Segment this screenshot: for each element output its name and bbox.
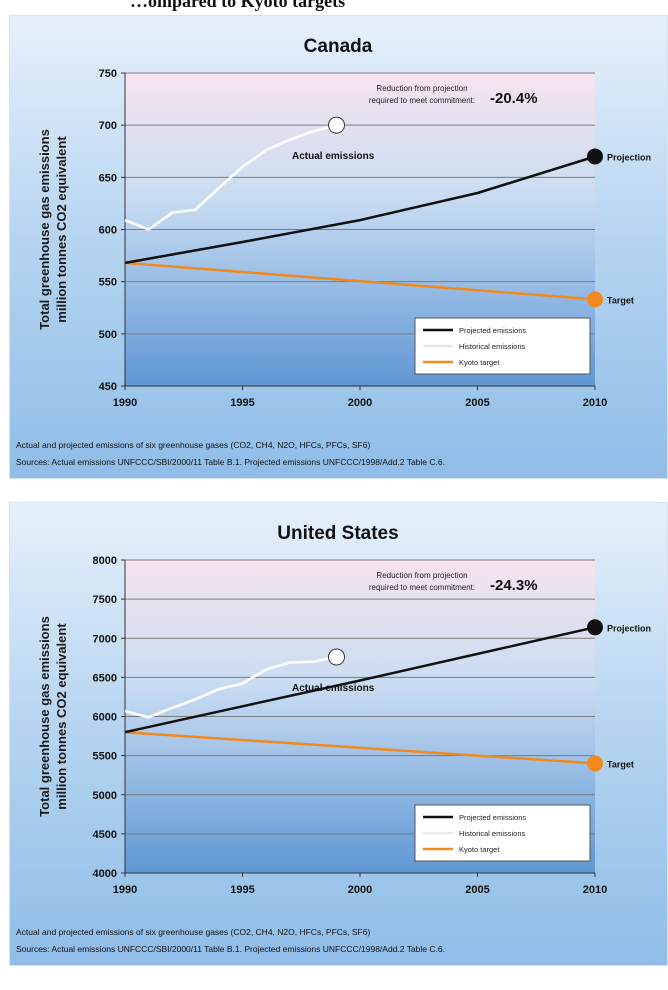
y-tick-label: 4000 — [93, 868, 117, 880]
kyoto-target-line — [124, 730, 596, 765]
y-tick-label: 7000 — [93, 633, 117, 645]
historical-end-marker — [328, 116, 345, 134]
legend-entry: Kyoto target — [459, 845, 500, 854]
y-tick-label: 6000 — [93, 712, 117, 724]
kyoto-target-line — [124, 261, 596, 301]
projected-emissions-line — [124, 155, 596, 265]
y-tick-label: 450 — [99, 381, 117, 393]
projected-emissions-line — [124, 626, 596, 734]
y-tick-label: 5000 — [93, 790, 117, 802]
target-end-marker — [587, 291, 603, 308]
y-tick-label: 4500 — [93, 829, 117, 841]
reduction-text: required to meet commitment: — [369, 583, 475, 592]
top-caption-text: …ompared to Kyoto targets — [130, 0, 346, 11]
reduction-value: -20.4% — [490, 90, 538, 107]
x-tick-label: 1995 — [230, 397, 254, 409]
historical-emissions-line — [124, 655, 337, 719]
legend-entry: Projected emissions — [459, 813, 526, 822]
x-tick-label: 2005 — [465, 397, 489, 409]
y-axis-label: Total greenhouse gas emissions — [37, 129, 52, 330]
y-tick-label: 7500 — [93, 594, 117, 606]
x-tick-label: 1995 — [230, 884, 254, 896]
legend-entry: Historical emissions — [459, 342, 526, 351]
x-tick-label: 2010 — [583, 397, 607, 409]
x-tick-label: 2000 — [348, 397, 372, 409]
actual-emissions-label: Actual emissions — [292, 683, 375, 694]
projection-end-marker — [587, 619, 603, 636]
y-tick-label: 650 — [99, 172, 117, 184]
x-tick-label: 1990 — [113, 397, 137, 409]
us-chart-svg: United States 4000 4500 5000 5500 6000 6500 700… — [16, 523, 651, 954]
canada-chart-svg: Canada 450 500 550 600 650 700 750 1990 1995 2000 2… — [16, 36, 651, 467]
reduction-text: Reduction from projection — [376, 571, 467, 580]
x-tick-label: 1990 — [113, 884, 137, 896]
y-tick-label: 8000 — [93, 555, 117, 567]
page-top-caption: …ompared to Kyoto targets — [0, 0, 668, 14]
legend-entry: Kyoto target — [459, 358, 500, 367]
y-axis-label: million tonnes CO2 equivalent — [54, 623, 69, 810]
footnote: Actual and projected emissions of six gr… — [16, 440, 370, 450]
y-tick-label: 750 — [99, 68, 117, 80]
y-axis-label: Total greenhouse gas emissions — [37, 616, 52, 817]
x-tick-label: 2010 — [583, 884, 607, 896]
y-tick-label: 700 — [99, 120, 117, 132]
us-chart-panel: United States 4000 4500 5000 5500 6000 6500 700… — [9, 502, 668, 966]
canada-chart-panel: Canada 450 500 550 600 650 700 750 1990 1995 2000 2… — [9, 15, 668, 479]
x-tick-label: 2000 — [348, 884, 372, 896]
y-tick-label: 500 — [99, 329, 117, 341]
legend-entry: Projected emissions — [459, 326, 526, 335]
y-tick-label: 600 — [99, 225, 117, 237]
target-label: Target — [607, 759, 634, 769]
historical-emissions-line — [124, 123, 337, 231]
chart-title: United States — [277, 523, 398, 544]
projection-label: Projection — [607, 623, 651, 633]
reduction-text: required to meet commitment: — [369, 96, 475, 105]
reduction-text: Reduction from projection — [376, 84, 467, 93]
footnote: Actual and projected emissions of six gr… — [16, 927, 370, 937]
target-label: Target — [607, 295, 634, 305]
chart-title: Canada — [304, 36, 373, 57]
legend-entry: Historical emissions — [459, 829, 526, 838]
y-tick-label: 550 — [99, 277, 117, 289]
historical-end-marker — [328, 648, 345, 666]
projection-end-marker — [587, 148, 603, 165]
y-tick-label: 5500 — [93, 751, 117, 763]
projection-label: Projection — [607, 152, 651, 162]
y-axis-label: million tonnes CO2 equivalent — [54, 136, 69, 323]
target-end-marker — [587, 755, 603, 772]
footnote: Sources: Actual emissions UNFCCC/SBI/200… — [16, 457, 445, 467]
y-tick-label: 6500 — [93, 672, 117, 684]
reduction-value: -24.3% — [490, 577, 538, 594]
x-tick-label: 2005 — [465, 884, 489, 896]
actual-emissions-label: Actual emissions — [292, 151, 375, 162]
footnote: Sources: Actual emissions UNFCCC/SBI/200… — [16, 944, 445, 954]
